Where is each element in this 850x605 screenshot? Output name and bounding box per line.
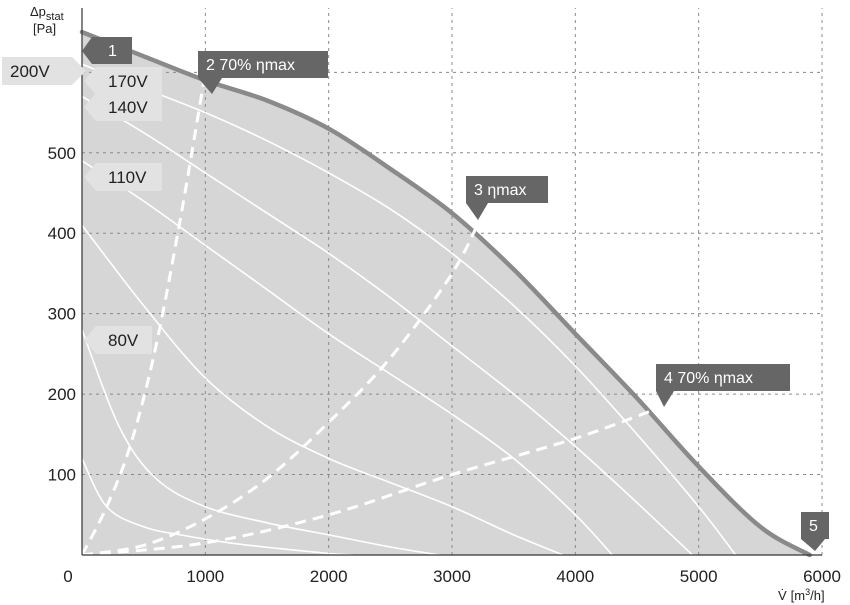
voltage-curve [81, 329, 440, 556]
y-axis-unit: [Pa] [33, 21, 56, 36]
marker-tag-shape [801, 512, 829, 551]
voltage-side-label-text: 140V [108, 98, 148, 117]
voltage-side-labels-layer: 200V 170V 140V 110V 80V [2, 57, 162, 354]
x-axis-label: V̇ [m3/h] [778, 587, 825, 603]
x-tick-label: 0 [63, 567, 72, 586]
x-tick-label: 6000 [803, 567, 841, 586]
voltage-curve [81, 458, 354, 556]
voltage-side-label: 80V [84, 326, 152, 354]
efficiency-line [81, 400, 675, 557]
y-tick-label: 200 [48, 385, 76, 404]
marker-tag-label: 4 70% ηmax [664, 370, 753, 387]
x-tick-label: 3000 [433, 567, 471, 586]
voltage-side-label-shape [84, 326, 152, 354]
voltage-side-label-shape [84, 93, 162, 121]
voltage-side-label-text: 200V [10, 62, 50, 81]
efficiency-line [81, 212, 485, 557]
voltage-side-label-shape [2, 57, 86, 85]
marker-tag-shape [656, 364, 790, 407]
x-tick-label: 4000 [556, 567, 594, 586]
y-tick-label: 300 [48, 305, 76, 324]
y-tick-label: 500 [48, 144, 76, 163]
operating-area [82, 32, 810, 556]
axes-layer: 0 1000 2000 3000 4000 5000 6000 100 200 300 400 500 [48, 8, 841, 586]
voltage-side-label-shape [84, 163, 162, 191]
grid-layer [82, 8, 823, 555]
voltage-side-label-shape [84, 67, 162, 95]
marker-tag-label: 2 70% ηmax [206, 57, 295, 74]
voltage-curve [81, 95, 694, 556]
x-tick-label: 2000 [310, 567, 348, 586]
x-tick-label: 1000 [186, 567, 224, 586]
operating-area-layer [82, 32, 810, 556]
efficiency-lines-layer [80, 72, 675, 557]
voltage-side-label: 110V [84, 163, 162, 191]
marker-tag: 4 70% ηmax [656, 364, 790, 407]
marker-tag: 2 70% ηmax [198, 51, 328, 94]
voltage-curves-layer [79, 29, 812, 558]
marker-tag: 1 [82, 37, 132, 64]
marker-tag-label: 1 [108, 43, 117, 60]
voltage-side-label-text: 170V [108, 72, 148, 91]
voltage-curve [81, 160, 613, 556]
marker-tag-shape [466, 176, 548, 220]
marker-tag-label: 3 ηmax [474, 182, 526, 199]
marker-tag-shape [198, 51, 328, 94]
voltage-curve [81, 63, 737, 556]
x-tick-label: 5000 [680, 567, 718, 586]
marker-tags-layer: 1 2 70% ηmax 3 ηmax 4 70% ηmax 5 [82, 37, 829, 551]
marker-tag-label: 5 [809, 518, 818, 535]
voltage-side-label: 200V [2, 57, 86, 85]
marker-tag-shape [82, 37, 132, 64]
y-axis-label: Δpstat [30, 4, 64, 23]
y-tick-label: 100 [48, 466, 76, 485]
voltage-curve [81, 224, 564, 556]
marker-tag: 3 ηmax [466, 176, 548, 220]
efficiency-line [80, 72, 207, 556]
voltage-side-label-text: 80V [108, 331, 139, 350]
y-tick-label: 400 [48, 224, 76, 243]
voltage-side-label: 170V [84, 67, 162, 95]
marker-tag: 5 [801, 512, 829, 551]
voltage-side-label-text: 110V [108, 168, 147, 187]
voltage-side-label: 140V [84, 93, 162, 121]
